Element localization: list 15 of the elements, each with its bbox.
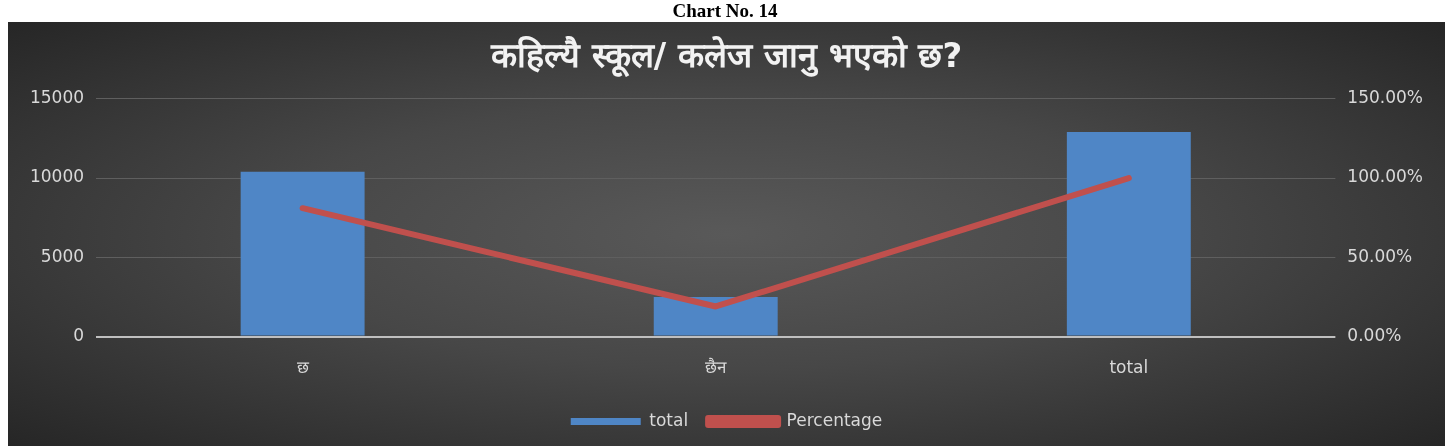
legend-label: total [649,409,689,430]
y-tick-label: 0 [73,325,85,346]
y2-tick-label: 50.00% [1347,245,1413,266]
x-tick-label: total [1109,357,1149,378]
x-tick-label: छैन [705,357,728,378]
y-tick-label: 10000 [29,166,85,187]
legend-label: Percentage [786,409,883,430]
text: Chart No. 14 [671,0,779,22]
y-tick-label: 5000 [40,245,85,266]
x-tick-label: छ [296,357,310,378]
y2-tick-label: 150.00% [1347,87,1423,108]
y2-tick-label: 0.00% [1347,325,1402,346]
y-tick-label: 15000 [29,87,85,108]
y2-tick-label: 100.00% [1347,166,1423,187]
chart-title: कहिल्यै स्कूल/ कलेज जानु भएको छ? [489,35,963,79]
